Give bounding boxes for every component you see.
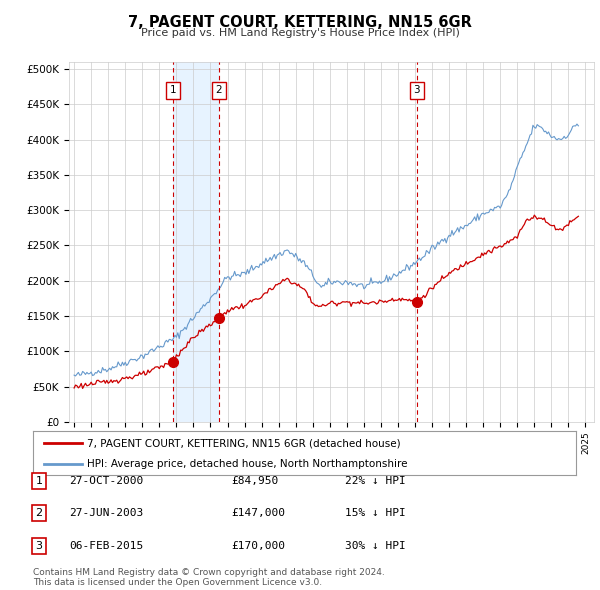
Text: £147,000: £147,000 [231, 509, 285, 518]
Bar [173, 62, 219, 422]
Text: 27-OCT-2000: 27-OCT-2000 [69, 476, 143, 486]
Text: 3: 3 [413, 85, 420, 95]
Text: £170,000: £170,000 [231, 541, 285, 550]
Text: 7, PAGENT COURT, KETTERING, NN15 6GR (detached house): 7, PAGENT COURT, KETTERING, NN15 6GR (de… [88, 438, 401, 448]
Text: Contains HM Land Registry data © Crown copyright and database right 2024.: Contains HM Land Registry data © Crown c… [33, 568, 385, 577]
Text: 3: 3 [35, 541, 43, 550]
Text: 1: 1 [35, 476, 43, 486]
Text: 30% ↓ HPI: 30% ↓ HPI [345, 541, 406, 550]
Text: 15% ↓ HPI: 15% ↓ HPI [345, 509, 406, 518]
Text: 2: 2 [35, 509, 43, 518]
Text: 1: 1 [170, 85, 176, 95]
Text: 27-JUN-2003: 27-JUN-2003 [69, 509, 143, 518]
Text: 2: 2 [215, 85, 222, 95]
Text: This data is licensed under the Open Government Licence v3.0.: This data is licensed under the Open Gov… [33, 578, 322, 587]
Text: 7, PAGENT COURT, KETTERING, NN15 6GR: 7, PAGENT COURT, KETTERING, NN15 6GR [128, 15, 472, 30]
Text: 22% ↓ HPI: 22% ↓ HPI [345, 476, 406, 486]
Text: HPI: Average price, detached house, North Northamptonshire: HPI: Average price, detached house, Nort… [88, 459, 408, 469]
Text: 06-FEB-2015: 06-FEB-2015 [69, 541, 143, 550]
Text: Price paid vs. HM Land Registry's House Price Index (HPI): Price paid vs. HM Land Registry's House … [140, 28, 460, 38]
Text: £84,950: £84,950 [231, 476, 278, 486]
